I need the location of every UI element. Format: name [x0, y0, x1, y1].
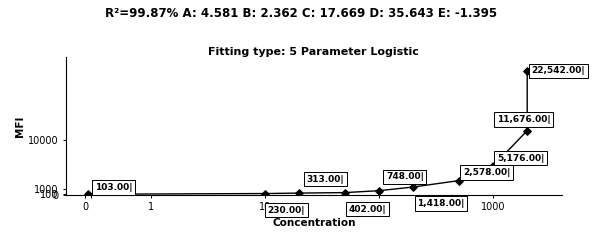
Text: 1,418.00|: 1,418.00|	[417, 199, 465, 208]
Text: 230.00|: 230.00|	[268, 206, 305, 215]
Point	[488, 165, 498, 168]
Text: 22,542.00|: 22,542.00|	[532, 66, 585, 75]
Point	[523, 129, 532, 133]
Title: Fitting type: 5 Parameter Logistic: Fitting type: 5 Parameter Logistic	[208, 47, 419, 57]
Text: 5,176.00|: 5,176.00|	[497, 154, 544, 163]
Point	[374, 189, 383, 193]
Text: 748.00|: 748.00|	[386, 172, 424, 181]
Text: 313.00|: 313.00|	[306, 175, 344, 184]
Point	[294, 191, 304, 195]
Text: 402.00|: 402.00|	[349, 205, 386, 214]
Point	[408, 185, 418, 189]
Text: 11,676.00|: 11,676.00|	[497, 115, 551, 124]
Point	[340, 191, 349, 195]
Point	[523, 69, 532, 73]
Point	[454, 179, 464, 182]
Point	[260, 191, 270, 195]
Text: 2,578.00|: 2,578.00|	[463, 168, 510, 177]
Text: R²=99.87% A: 4.581 B: 2.362 C: 17.669 D: 35.643 E: -1.395: R²=99.87% A: 4.581 B: 2.362 C: 17.669 D:…	[105, 7, 497, 20]
Text: 103.00|: 103.00|	[95, 183, 132, 192]
Point	[84, 192, 93, 196]
X-axis label: Concentration: Concentration	[272, 218, 356, 228]
Y-axis label: MFI: MFI	[15, 115, 25, 137]
